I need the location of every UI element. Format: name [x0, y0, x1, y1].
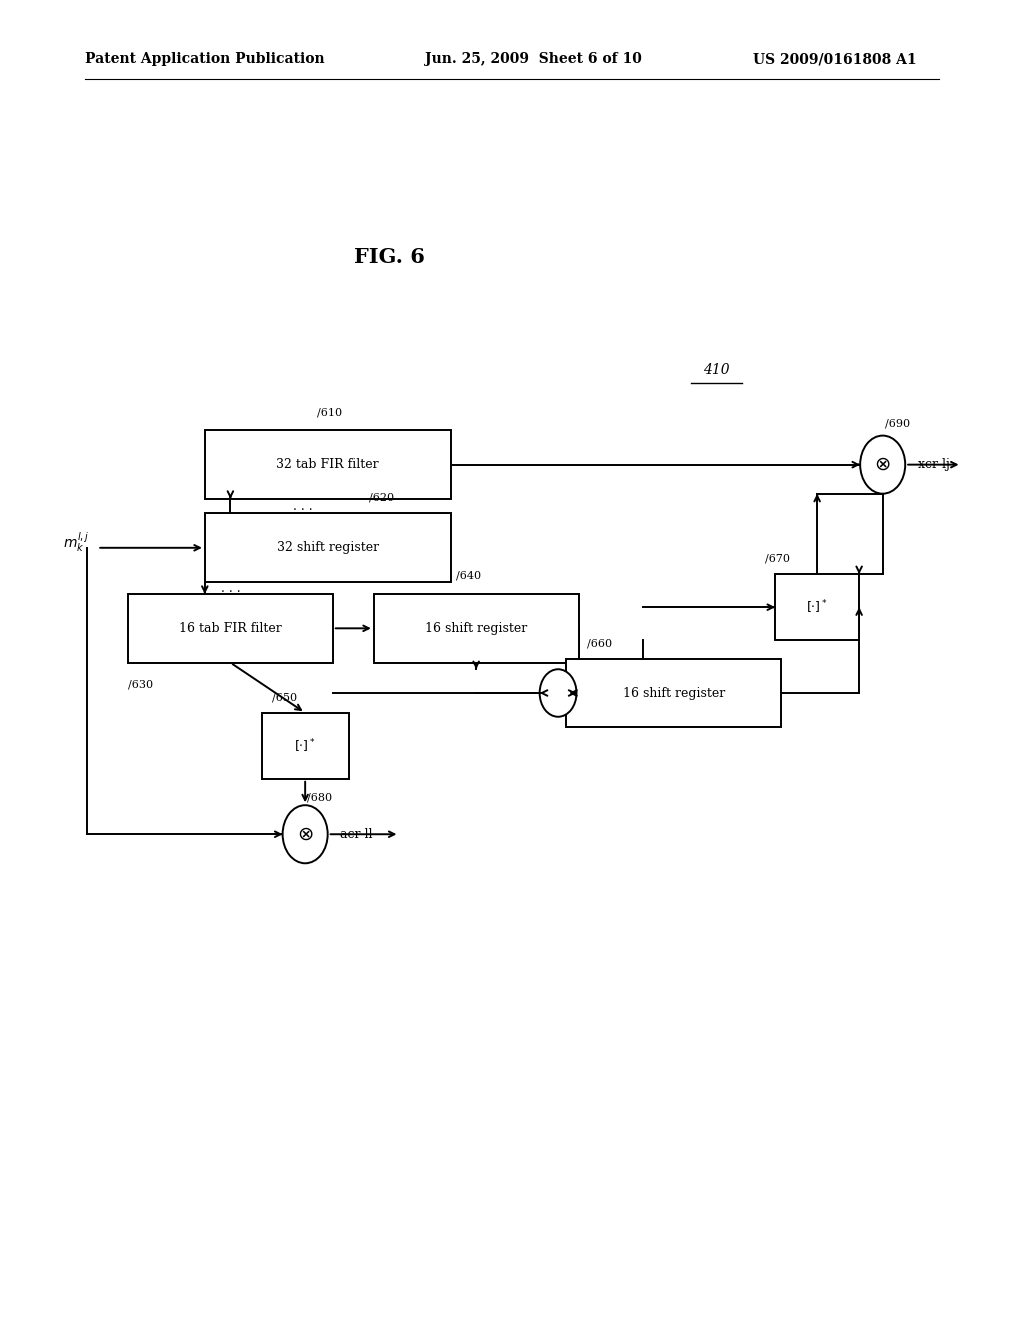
Text: 32 tab FIR filter: 32 tab FIR filter	[276, 458, 379, 471]
Text: $\otimes$: $\otimes$	[297, 825, 313, 843]
Text: 16 tab FIR filter: 16 tab FIR filter	[179, 622, 282, 635]
Text: . . .: . . .	[220, 582, 241, 594]
Text: /680: /680	[307, 792, 333, 803]
Text: Jun. 25, 2009  Sheet 6 of 10: Jun. 25, 2009 Sheet 6 of 10	[425, 53, 642, 66]
Circle shape	[540, 669, 577, 717]
Text: $[\cdot]^*$: $[\cdot]^*$	[806, 598, 828, 616]
Text: /660: /660	[587, 638, 612, 648]
Text: . . .: . . .	[293, 500, 313, 512]
FancyBboxPatch shape	[205, 513, 451, 582]
FancyBboxPatch shape	[775, 574, 859, 640]
FancyBboxPatch shape	[262, 713, 348, 779]
Text: /630: /630	[128, 678, 154, 689]
Text: /690: /690	[885, 418, 910, 429]
Text: Patent Application Publication: Patent Application Publication	[85, 53, 325, 66]
Text: /670: /670	[765, 553, 790, 564]
Text: xcr lj: xcr lj	[918, 458, 949, 471]
Text: /650: /650	[272, 692, 297, 702]
Text: $m_k^{l,j}$: $m_k^{l,j}$	[62, 531, 89, 554]
FancyBboxPatch shape	[128, 594, 333, 663]
Text: acr ll: acr ll	[340, 828, 373, 841]
Text: $\otimes$: $\otimes$	[874, 455, 891, 474]
Text: FIG. 6: FIG. 6	[353, 247, 425, 268]
Text: 410: 410	[703, 363, 730, 376]
Text: /640: /640	[456, 570, 481, 581]
Text: $[\cdot]^*$: $[\cdot]^*$	[294, 737, 316, 755]
Text: 32 shift register: 32 shift register	[276, 541, 379, 554]
Text: US 2009/0161808 A1: US 2009/0161808 A1	[753, 53, 916, 66]
Circle shape	[283, 805, 328, 863]
FancyBboxPatch shape	[205, 430, 451, 499]
Text: /620: /620	[369, 492, 394, 503]
Circle shape	[860, 436, 905, 494]
FancyBboxPatch shape	[374, 594, 579, 663]
Text: /610: /610	[317, 407, 343, 417]
FancyBboxPatch shape	[566, 659, 781, 727]
Text: 16 shift register: 16 shift register	[425, 622, 527, 635]
Text: 16 shift register: 16 shift register	[623, 686, 725, 700]
